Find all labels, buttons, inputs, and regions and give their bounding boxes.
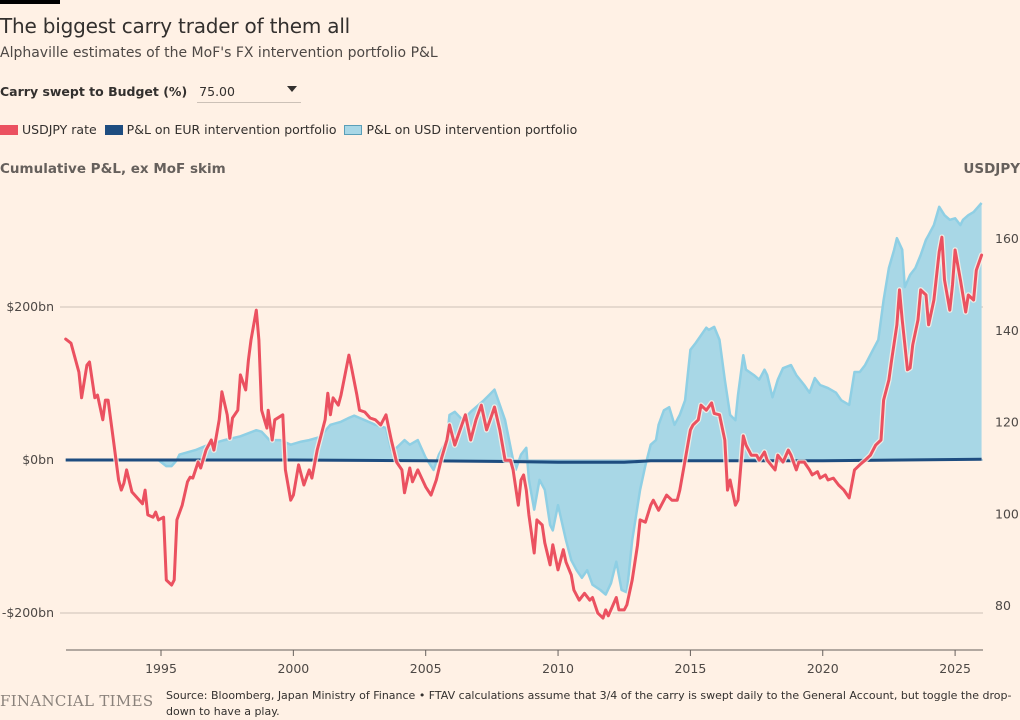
- y-tick-label: $200bn: [6, 299, 54, 314]
- ft-logo: FINANCIAL TIMES: [0, 692, 154, 710]
- x-tick-label: 2020: [807, 661, 839, 676]
- usdjpy-line: [64, 235, 984, 620]
- legend-label-usdjpy: USDJPY rate: [22, 122, 97, 137]
- x-tick-label: 1995: [145, 661, 177, 676]
- legend-swatch-eur-pnl: [104, 124, 123, 135]
- y2-tick-label: 80: [995, 598, 1011, 613]
- x-tick-label: 2010: [542, 661, 574, 676]
- x-tick-label: 2005: [410, 661, 442, 676]
- right-axis-title: USDJPY: [963, 161, 1020, 177]
- y-tick-label: $0bn: [22, 452, 54, 467]
- x-tick-label: 2015: [674, 661, 706, 676]
- eur-pnl-line: [65, 457, 982, 464]
- y2-tick-label: 140: [995, 323, 1019, 338]
- carry-control-label: Carry swept to Budget (%): [0, 84, 188, 99]
- left-axis-title: Cumulative P&L, ex MoF skim: [0, 161, 226, 177]
- x-tick-label: 2000: [277, 661, 309, 676]
- carry-swept-value: 75.00: [199, 83, 235, 99]
- y2-tick-label: 100: [995, 506, 1019, 521]
- legend-swatch-usd-pnl: [344, 124, 363, 135]
- legend-swatch-usdjpy: [0, 124, 18, 135]
- chart-title: The biggest carry trader of them all: [0, 14, 351, 38]
- carry-control: Carry swept to Budget (%) 75.00: [0, 80, 302, 103]
- legend-item-usd-pnl: P&L on USD intervention portfolio: [344, 122, 577, 137]
- legend-item-eur-pnl: P&L on EUR intervention portfolio: [104, 122, 337, 137]
- y-tick-label: -$200bn: [2, 605, 54, 620]
- legend-label-eur-pnl: P&L on EUR intervention portfolio: [126, 122, 337, 137]
- y2-tick-label: 160: [995, 231, 1019, 246]
- usd-pnl-area: [65, 203, 982, 595]
- brand-topbar: [0, 0, 60, 4]
- legend-label-usd-pnl: P&L on USD intervention portfolio: [366, 122, 578, 137]
- legend: USDJPY rate P&L on EUR intervention port…: [0, 122, 585, 137]
- carry-swept-dropdown[interactable]: 75.00: [197, 80, 302, 103]
- y2-tick-label: 120: [995, 415, 1019, 430]
- usd-pnl-line: [65, 202, 983, 596]
- x-tick-label: 2025: [939, 661, 971, 676]
- source-note: Source: Bloomberg, Japan Ministry of Fin…: [166, 689, 1012, 718]
- chart-subtitle: Alphaville estimates of the MoF's FX int…: [0, 45, 438, 61]
- caret-down-icon[interactable]: [287, 86, 298, 92]
- legend-item-usdjpy: USDJPY rate: [0, 122, 97, 137]
